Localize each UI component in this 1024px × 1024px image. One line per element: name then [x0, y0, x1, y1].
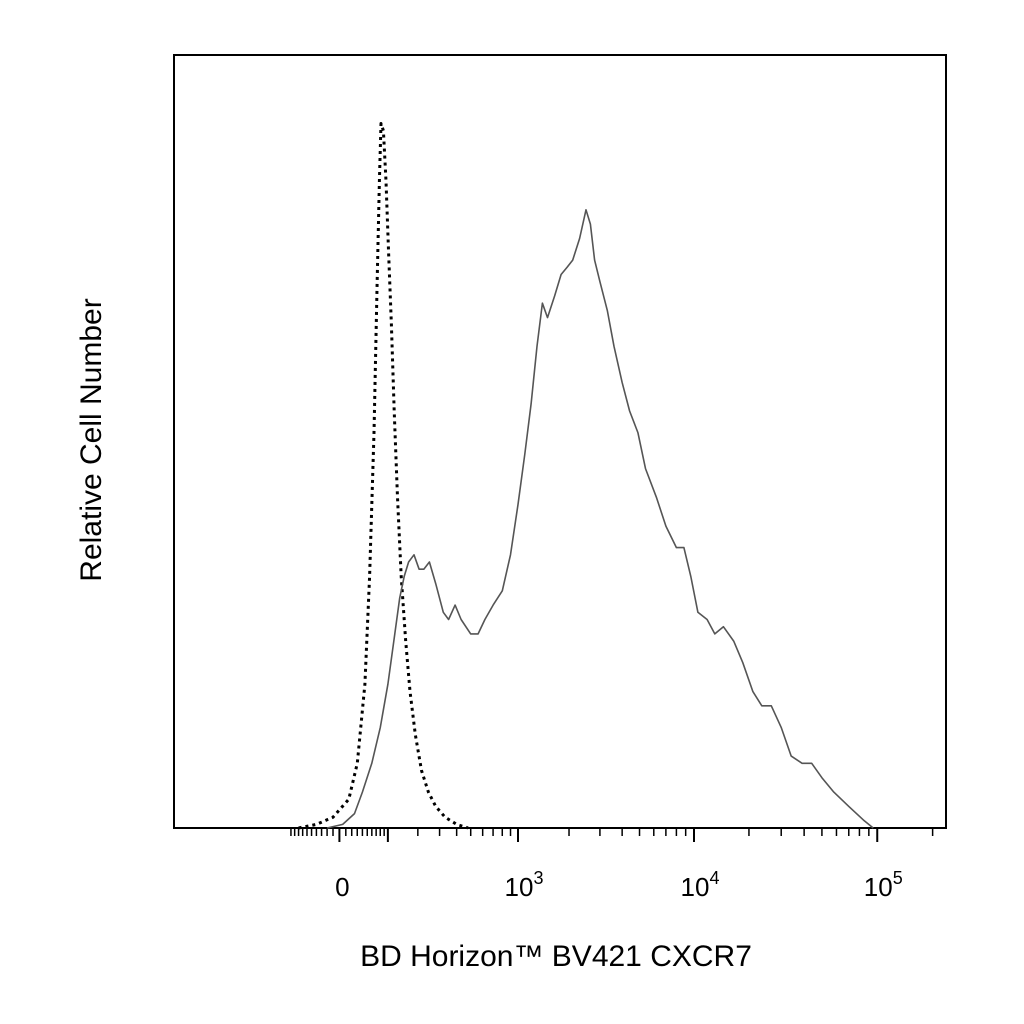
- x-axis-tick-labels: 0 103 104 105: [335, 868, 903, 902]
- series-layer: [298, 122, 874, 830]
- stained-histogram-line: [326, 209, 874, 829]
- x-axis-minor-ticks: [290, 828, 934, 836]
- x-tick-label: 0: [335, 872, 349, 902]
- y-axis-title: Relative Cell Number: [75, 298, 108, 581]
- plot-frame: [173, 54, 947, 829]
- control-histogram-line: [298, 122, 469, 830]
- x-axis-major-ticks: [338, 828, 879, 842]
- x-axis-title: BD Horizon™ BV421 CXCR7: [360, 940, 752, 973]
- x-tick-label: 105: [864, 868, 903, 902]
- x-tick-label: 104: [681, 868, 720, 902]
- x-tick-label: 103: [505, 868, 544, 902]
